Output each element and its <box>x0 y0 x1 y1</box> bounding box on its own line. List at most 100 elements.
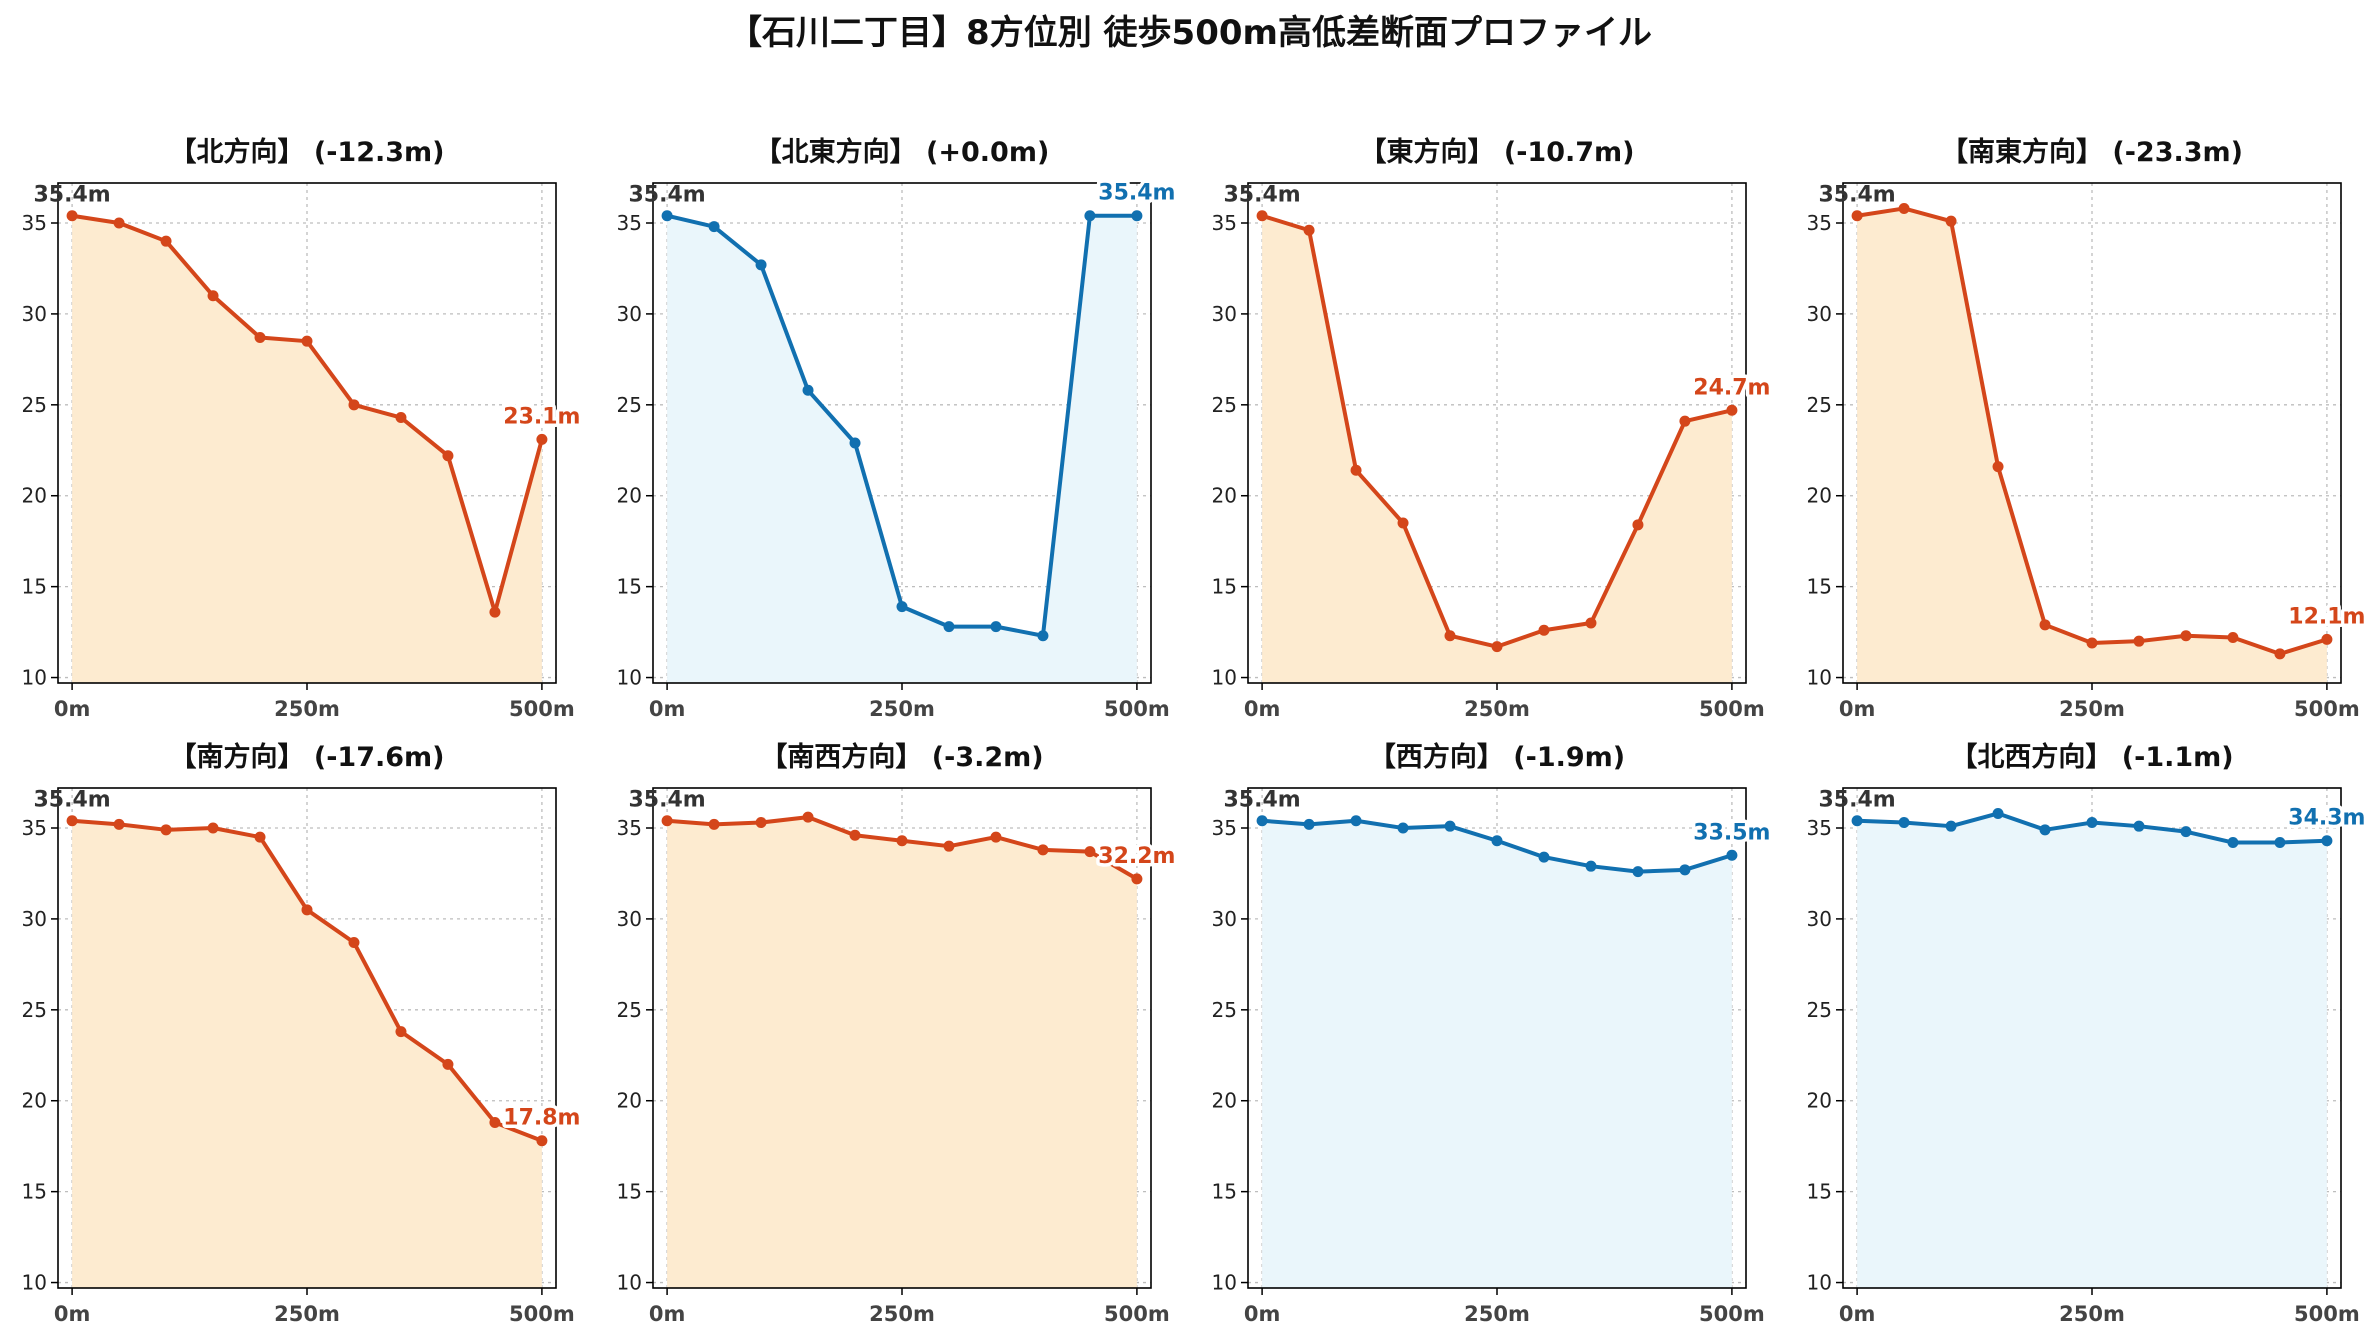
start-elevation-label: 35.4m <box>1223 788 1300 813</box>
y-tick-label: 10 <box>22 1271 47 1295</box>
y-tick-label: 15 <box>1807 575 1832 599</box>
y-tick-label: 20 <box>22 484 47 508</box>
y-tick-label: 15 <box>22 1180 47 1204</box>
x-tick-label: 0m <box>649 1302 686 1326</box>
y-tick-label: 10 <box>617 1271 642 1295</box>
y-tick-label: 30 <box>1807 302 1832 326</box>
x-tick-label: 0m <box>1244 697 1281 721</box>
data-point <box>1726 404 1738 416</box>
y-tick-label: 35 <box>617 211 642 235</box>
x-tick-label: 250m <box>2059 697 2125 721</box>
data-point <box>2321 835 2333 847</box>
data-point <box>2321 633 2333 645</box>
data-point <box>1538 624 1550 636</box>
data-point <box>489 1117 501 1129</box>
figure-title: 【石川二丁目】8方位別 徒歩500m高低差断面プロファイル <box>728 13 1652 53</box>
y-tick-label: 10 <box>1807 666 1832 690</box>
data-point <box>2039 619 2051 631</box>
start-elevation-label: 35.4m <box>33 183 110 208</box>
y-tick-label: 25 <box>1807 998 1832 1022</box>
data-point <box>896 835 908 847</box>
data-point <box>802 811 814 823</box>
data-point <box>1037 844 1049 856</box>
panel-title: 【北西方向】 (-1.1m) <box>1950 741 2233 773</box>
data-point <box>708 221 720 233</box>
y-tick-label: 10 <box>22 666 47 690</box>
data-point <box>160 824 172 836</box>
y-tick-label: 15 <box>1212 1180 1237 1204</box>
data-point <box>395 412 407 424</box>
data-point <box>2227 632 2239 644</box>
data-point <box>1444 820 1456 832</box>
data-point <box>1350 815 1362 827</box>
data-point <box>2133 635 2145 647</box>
data-point <box>536 433 548 445</box>
data-point <box>2227 837 2239 849</box>
data-point <box>1538 851 1550 863</box>
y-tick-label: 20 <box>617 484 642 508</box>
panel-7: 【北西方向】 (-1.1m) 10 15 20 25 30 35 0m 250m 500m 35.4… <box>1807 741 2369 1326</box>
data-point <box>113 818 125 830</box>
data-point <box>708 818 720 830</box>
start-elevation-label: 35.4m <box>33 788 110 813</box>
panel-2: 【東方向】 (-10.7m) 10 15 20 25 30 35 0m 250m 500m 35.4… <box>1212 136 1774 721</box>
data-point <box>113 217 125 229</box>
x-tick-label: 250m <box>2059 1302 2125 1326</box>
data-point <box>489 606 501 618</box>
y-tick-label: 30 <box>617 302 642 326</box>
start-elevation-label: 35.4m <box>628 788 705 813</box>
y-tick-label: 15 <box>617 575 642 599</box>
data-point <box>943 840 955 852</box>
data-point <box>1992 461 2004 473</box>
data-point <box>442 1058 454 1070</box>
x-tick-label: 0m <box>1244 1302 1281 1326</box>
area-fill <box>1262 820 1732 1288</box>
end-elevation-label: 33.5m <box>1693 820 1770 845</box>
data-point <box>1898 202 1910 214</box>
area-fill <box>1857 208 2327 684</box>
area-fill <box>1262 215 1732 683</box>
y-tick-label: 30 <box>617 907 642 931</box>
data-point <box>66 815 78 827</box>
y-tick-label: 20 <box>1212 1089 1237 1113</box>
y-tick-label: 30 <box>1212 302 1237 326</box>
data-point <box>1585 860 1597 872</box>
area-fill <box>1857 813 2327 1288</box>
data-point <box>990 831 1002 843</box>
y-tick-label: 10 <box>1807 1271 1832 1295</box>
end-elevation-label: 23.1m <box>503 404 580 429</box>
end-elevation-label: 24.7m <box>1693 375 1770 400</box>
y-tick-label: 25 <box>1212 998 1237 1022</box>
data-point <box>1303 224 1315 236</box>
y-tick-label: 35 <box>1807 211 1832 235</box>
y-tick-label: 15 <box>617 1180 642 1204</box>
y-tick-label: 20 <box>1807 484 1832 508</box>
y-tick-label: 15 <box>1212 575 1237 599</box>
data-point <box>1444 630 1456 642</box>
data-point <box>661 210 673 222</box>
x-tick-label: 0m <box>54 697 91 721</box>
y-tick-label: 15 <box>1807 1180 1832 1204</box>
data-point <box>254 831 266 843</box>
data-point <box>395 1026 407 1038</box>
data-point <box>1131 210 1143 222</box>
panel-title: 【南西方向】 (-3.2m) <box>760 741 1043 773</box>
data-point <box>943 621 955 633</box>
area-fill <box>72 215 542 683</box>
data-point <box>990 621 1002 633</box>
y-tick-label: 30 <box>1807 907 1832 931</box>
x-tick-label: 500m <box>2294 1302 2360 1326</box>
panel-6: 【西方向】 (-1.9m) 10 15 20 25 30 35 0m 250m 500m 35.4m… <box>1212 741 1774 1326</box>
data-point <box>1726 849 1738 861</box>
data-point <box>66 210 78 222</box>
data-point <box>755 817 767 829</box>
data-point <box>1851 815 1863 827</box>
y-tick-label: 35 <box>22 211 47 235</box>
x-tick-label: 500m <box>1699 697 1765 721</box>
data-point <box>2086 817 2098 829</box>
end-elevation-label: 17.8m <box>503 1106 580 1131</box>
data-point <box>160 235 172 247</box>
data-point <box>1679 864 1691 876</box>
y-tick-label: 35 <box>22 816 47 840</box>
